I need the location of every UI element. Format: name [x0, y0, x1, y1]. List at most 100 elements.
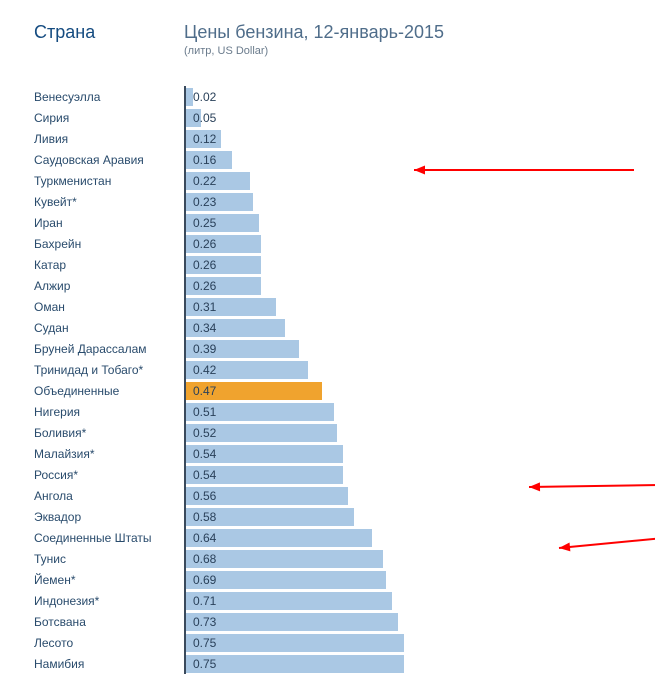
chart-column: Цены бензина, 12-январь-2015 (литр, US D… — [184, 0, 655, 674]
bar: 0.26 — [186, 235, 261, 253]
country-row: Россия* — [34, 464, 184, 485]
bar: 0.31 — [186, 298, 276, 316]
bar-value: 0.31 — [193, 300, 216, 314]
bar: 0.42 — [186, 361, 308, 379]
bar-value: 0.34 — [193, 321, 216, 335]
bar-value: 0.02 — [193, 90, 216, 104]
bar-row: 0.73 — [184, 611, 655, 632]
bar-row: 0.02 — [184, 86, 655, 107]
country-row: Туркменистан — [34, 170, 184, 191]
bar-row: 0.42 — [184, 359, 655, 380]
country-row: Ботсвана — [34, 611, 184, 632]
country-label: Тунис — [34, 552, 66, 566]
country-row: Эквадор — [34, 506, 184, 527]
bar: 0.23 — [186, 193, 253, 211]
country-label: Ботсвана — [34, 615, 86, 629]
country-label: Бруней Дарассалам — [34, 342, 147, 356]
country-row: Тринидад и Тобаго* — [34, 359, 184, 380]
country-label: Алжир — [34, 279, 70, 293]
country-row: Бахрейн — [34, 233, 184, 254]
country-label: Саудовская Аравия — [34, 153, 144, 167]
country-label: Туркменистан — [34, 174, 111, 188]
country-row: Сирия — [34, 107, 184, 128]
bar-row: 0.54 — [184, 464, 655, 485]
bar-row: 0.69 — [184, 569, 655, 590]
bar-value: 0.39 — [193, 342, 216, 356]
country-label: Соединенные Штаты — [34, 531, 152, 545]
bar-value: 0.54 — [193, 468, 216, 482]
bar: 0.73 — [186, 613, 398, 631]
country-label: Катар — [34, 258, 66, 272]
country-row: Соединенные Штаты — [34, 527, 184, 548]
bar-value: 0.16 — [193, 153, 216, 167]
country-label: Россия* — [34, 468, 78, 482]
bar-row: 0.31 — [184, 296, 655, 317]
bar-value: 0.73 — [193, 615, 216, 629]
country-label: Эквадор — [34, 510, 81, 524]
bar-value: 0.23 — [193, 195, 216, 209]
country-row: Венесуэлла — [34, 86, 184, 107]
country-row: Тунис — [34, 548, 184, 569]
bar-row: 0.51 — [184, 401, 655, 422]
country-label: Лесото — [34, 636, 73, 650]
country-label: Кувейт* — [34, 195, 77, 209]
bar-row: 0.34 — [184, 317, 655, 338]
bar-row: 0.52 — [184, 422, 655, 443]
bar-row: 0.25 — [184, 212, 655, 233]
bars-area: 0.020.050.120.160.220.230.250.260.260.26… — [184, 86, 655, 674]
bar-row: 0.39 — [184, 338, 655, 359]
country-label: Ангола — [34, 489, 73, 503]
country-row: Йемен* — [34, 569, 184, 590]
country-row: Саудовская Аравия — [34, 149, 184, 170]
country-column: Страна Венесуэлла Сирия Ливия Саудовская Ар… — [0, 0, 184, 674]
country-label: Йемен* — [34, 573, 76, 587]
bar-row: 0.23 — [184, 191, 655, 212]
bar-value: 0.75 — [193, 636, 216, 650]
bar-row: 0.22 — [184, 170, 655, 191]
bar-row: 0.58 — [184, 506, 655, 527]
country-label: Бахрейн — [34, 237, 81, 251]
bar-row: 0.75 — [184, 632, 655, 653]
bar-value: 0.26 — [193, 237, 216, 251]
bar-row: 0.56 — [184, 485, 655, 506]
bar: 0.54 — [186, 445, 343, 463]
bar: 0.12 — [186, 130, 221, 148]
country-row: Катар — [34, 254, 184, 275]
country-row: Индонезия* — [34, 590, 184, 611]
bar-value: 0.71 — [193, 594, 216, 608]
country-row: Нигерия — [34, 401, 184, 422]
bar: 0.69 — [186, 571, 386, 589]
bar: 0.02 — [186, 88, 193, 106]
country-label: Сирия — [34, 111, 69, 125]
country-label: Иран — [34, 216, 63, 230]
bar: 0.26 — [186, 256, 261, 274]
bar-value: 0.05 — [193, 111, 216, 125]
country-label: Венесуэлла — [34, 90, 100, 104]
bar-row: 0.16 — [184, 149, 655, 170]
country-column-header: Страна — [0, 0, 184, 86]
bar: 0.68 — [186, 550, 383, 568]
country-label: Объединенные — [34, 384, 119, 398]
chart-title: Цены бензина, 12-январь-2015 — [184, 22, 655, 43]
country-label: Боливия* — [34, 426, 86, 440]
country-label: Намибия — [34, 657, 84, 671]
bar-row: 0.12 — [184, 128, 655, 149]
bar-row: 0.64 — [184, 527, 655, 548]
country-label: Тринидад и Тобаго* — [34, 363, 143, 377]
bar-value: 0.75 — [193, 657, 216, 671]
bar-value: 0.22 — [193, 174, 216, 188]
country-label: Ливия — [34, 132, 68, 146]
bar-value: 0.64 — [193, 531, 216, 545]
bar: 0.25 — [186, 214, 259, 232]
country-row: Судан — [34, 317, 184, 338]
bar-value: 0.42 — [193, 363, 216, 377]
bar-value: 0.69 — [193, 573, 216, 587]
chart-container: Страна Венесуэлла Сирия Ливия Саудовская Ар… — [0, 0, 655, 674]
bar-value: 0.25 — [193, 216, 216, 230]
bar: 0.56 — [186, 487, 348, 505]
country-row: Иран — [34, 212, 184, 233]
country-row: Намибия — [34, 653, 184, 674]
bar-row: 0.68 — [184, 548, 655, 569]
country-label: Малайзия* — [34, 447, 95, 461]
country-row: Оман — [34, 296, 184, 317]
